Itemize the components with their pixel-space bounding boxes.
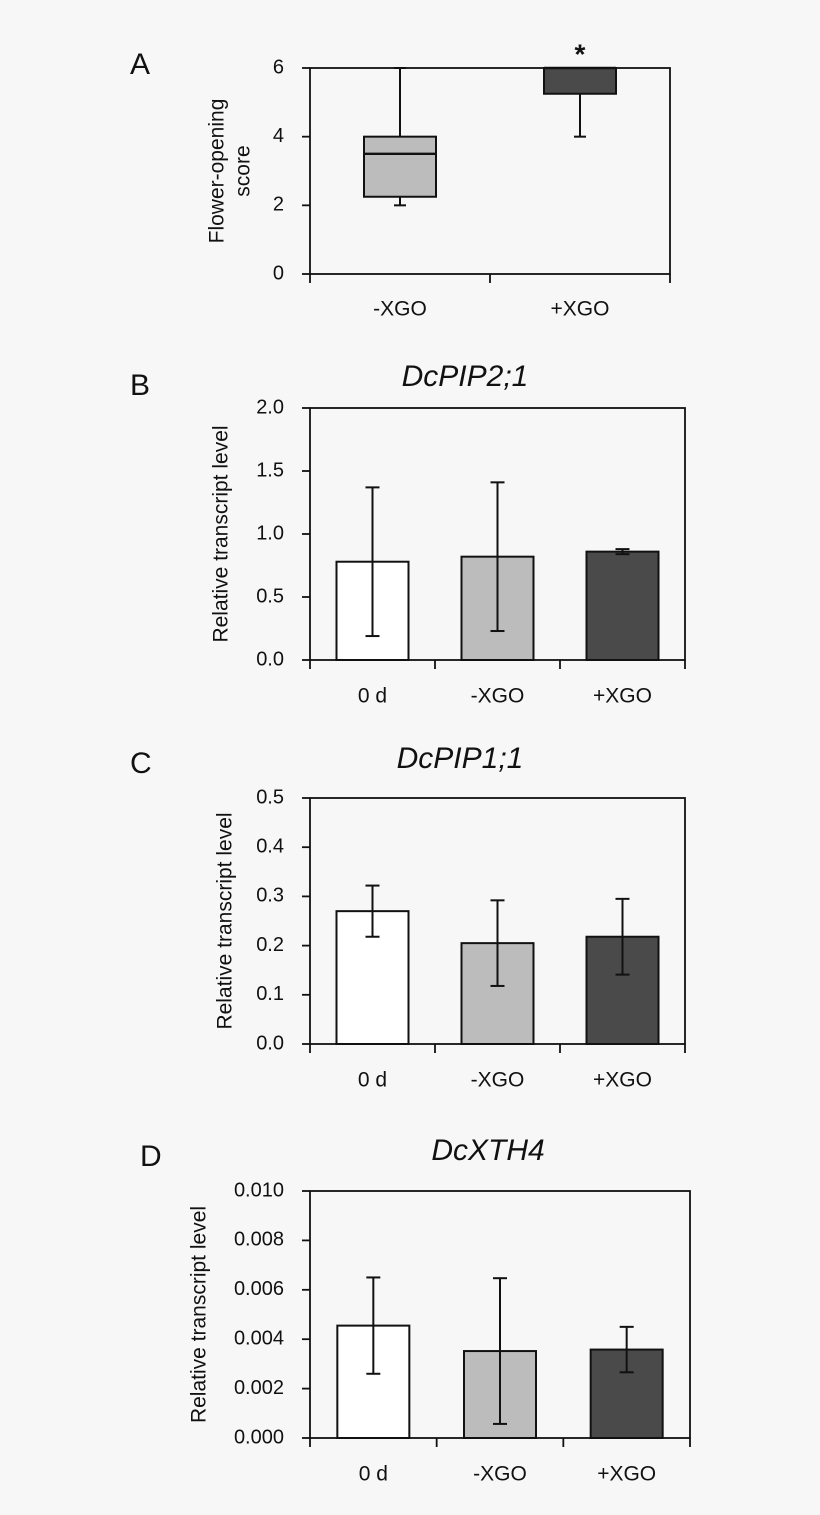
x-category-label-d: +XGO [597, 1463, 656, 1486]
y-tick-label-a: 6 [273, 56, 284, 78]
panel-letter-a: A [130, 48, 150, 81]
y-tick-label-c: 0.3 [256, 885, 284, 907]
y-tick-label-d: 0.008 [234, 1229, 284, 1251]
panel-b: B DcPIP2;1 0.0 0.5 1.0 1.5 2.0 0 d -XGO +XGO Relat… [130, 360, 686, 708]
bar-0 d [335, 910, 410, 1045]
y-tick-label-c: 0.1 [256, 983, 284, 1005]
y-tick-label-d: 0.002 [234, 1377, 284, 1399]
significance-mark: * [575, 38, 586, 69]
panel-letter-c: C [130, 747, 152, 780]
y-axis-title-a: Flower-opening [206, 99, 229, 244]
y-axis-title-b: Relative transcript level [210, 425, 233, 642]
chart-title-b: DcPIP2;1 [402, 360, 529, 393]
y-tick-label-a: 4 [273, 125, 284, 147]
y-axis-title-c: Relative transcript level [214, 812, 237, 1029]
x-category-label-b: +XGO [593, 685, 652, 708]
y-tick-label-c: 0.2 [256, 934, 284, 956]
y-tick-label-a: 2 [273, 194, 284, 216]
y-tick-label-c: 0.4 [256, 835, 284, 857]
y-tick-label-d: 0.000 [234, 1426, 284, 1448]
x-category-label-c: +XGO [593, 1069, 652, 1092]
box--XGO [363, 135, 437, 198]
x-category-label-d: 0 d [359, 1463, 388, 1486]
panel-letter-b: B [130, 369, 150, 402]
x-category-label-d: -XGO [473, 1463, 527, 1486]
x-category-label-c: -XGO [471, 1069, 525, 1092]
chart-title-d: DcXTH4 [431, 1134, 544, 1167]
x-category-label-a: +XGO [551, 298, 610, 321]
x-category-label-b: -XGO [471, 685, 525, 708]
panel-c: C DcPIP1;1 0.0 0.1 0.2 0.3 0.4 0.5 0 d -XGO +XGO Re… [130, 742, 686, 1092]
y-tick-label-c: 0.5 [256, 786, 284, 808]
y-tick-label-b: 1.0 [256, 522, 284, 544]
y-axis-title-a: score [232, 145, 255, 196]
y-tick-label-d: 0.010 [234, 1179, 284, 1201]
y-tick-label-b: 0.5 [256, 585, 284, 607]
chart-title-c: DcPIP1;1 [397, 742, 524, 775]
panel-d: D DcXTH4 0.000 0.002 0.004 0.006 0.008 0.010 0 d… [140, 1134, 691, 1486]
y-axis-title-d: Relative transcript level [188, 1206, 211, 1423]
box-+XGO [543, 67, 617, 95]
y-tick-label-c: 0.0 [256, 1032, 284, 1054]
bar-+XGO [585, 550, 660, 662]
x-category-label-a: -XGO [373, 298, 427, 321]
x-category-label-b: 0 d [358, 685, 387, 708]
panel-letter-d: D [140, 1140, 162, 1173]
y-tick-label-b: 1.5 [256, 459, 284, 481]
y-tick-label-a: 0 [273, 262, 284, 284]
y-tick-label-d: 0.006 [234, 1278, 284, 1300]
y-tick-label-d: 0.004 [234, 1327, 284, 1349]
panel-a: A 0 2 4 6 -XGO +XGO Flower-opening score * [130, 38, 671, 321]
y-tick-label-b: 0.0 [256, 648, 284, 670]
x-category-label-c: 0 d [358, 1069, 387, 1092]
y-tick-label-b: 2.0 [256, 396, 284, 418]
